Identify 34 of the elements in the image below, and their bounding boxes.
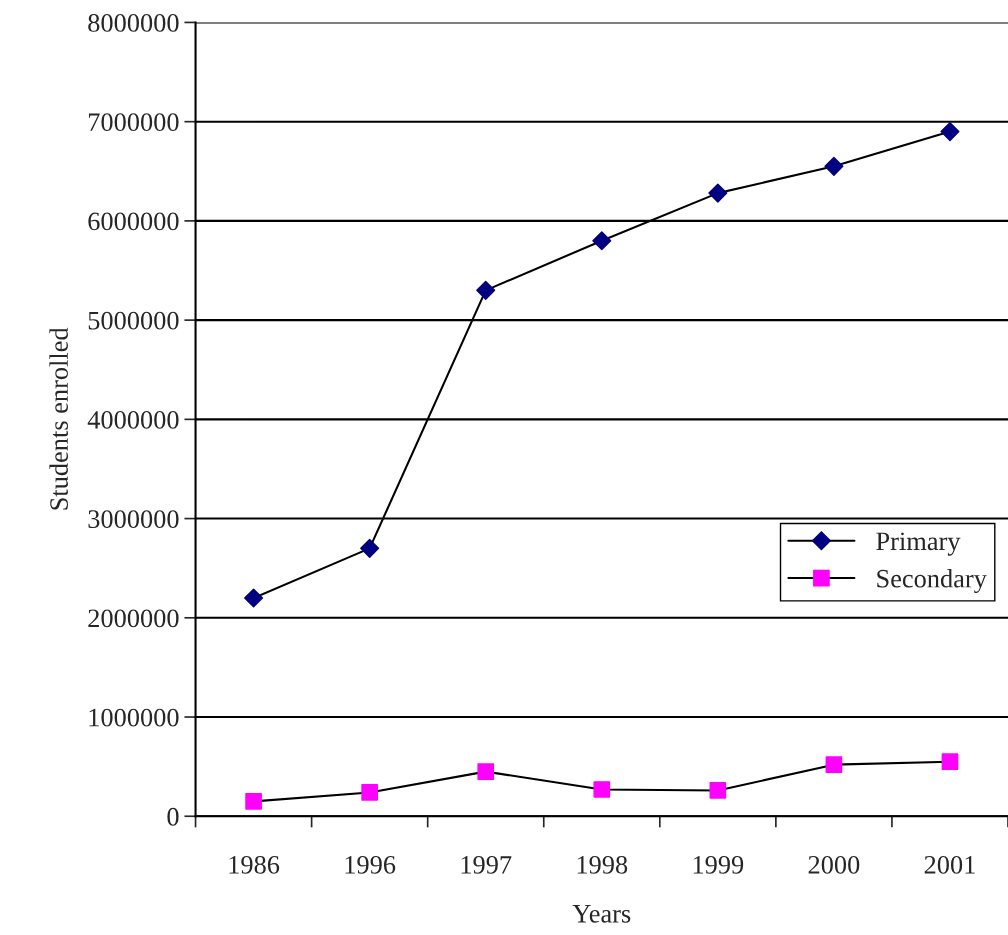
x-tick-label: 2000 <box>808 855 860 874</box>
point <box>244 588 264 608</box>
y-tick-label: 3000000 <box>88 510 179 528</box>
legend-label: Secondary <box>877 568 987 593</box>
y-tick-label: 8000000 <box>88 14 179 32</box>
point <box>360 538 380 558</box>
point <box>245 793 262 810</box>
y-tick-label: 0 <box>167 807 179 826</box>
y-tick-label: 4000000 <box>87 410 179 429</box>
point <box>709 782 727 799</box>
x-tick-label: 1986 <box>229 855 280 874</box>
x-axis-title: Years <box>572 905 631 923</box>
point <box>708 183 728 203</box>
x-tick-label: 1997 <box>461 855 512 874</box>
point <box>940 122 960 142</box>
x-tick-label: 1999 <box>693 855 744 874</box>
y-tick-label: 7000000 <box>88 113 179 132</box>
point <box>825 756 843 773</box>
point <box>593 781 611 798</box>
point <box>592 231 612 251</box>
legend-label: Primary <box>876 532 961 556</box>
point <box>941 753 959 771</box>
x-tick-label: 2001 <box>924 855 975 874</box>
point <box>824 156 844 176</box>
point <box>361 784 378 801</box>
y-tick-label: 5000000 <box>88 311 179 330</box>
point <box>476 280 496 300</box>
y-tick-label: 6000000 <box>88 212 179 231</box>
y-tick-label: 1000000 <box>89 708 179 727</box>
x-tick-label: 1998 <box>577 855 628 874</box>
y-axis-title: Students enrolled <box>49 327 68 510</box>
x-tick-label: 1996 <box>345 855 396 874</box>
point <box>477 763 495 780</box>
y-tick-label: 2000000 <box>88 609 179 628</box>
